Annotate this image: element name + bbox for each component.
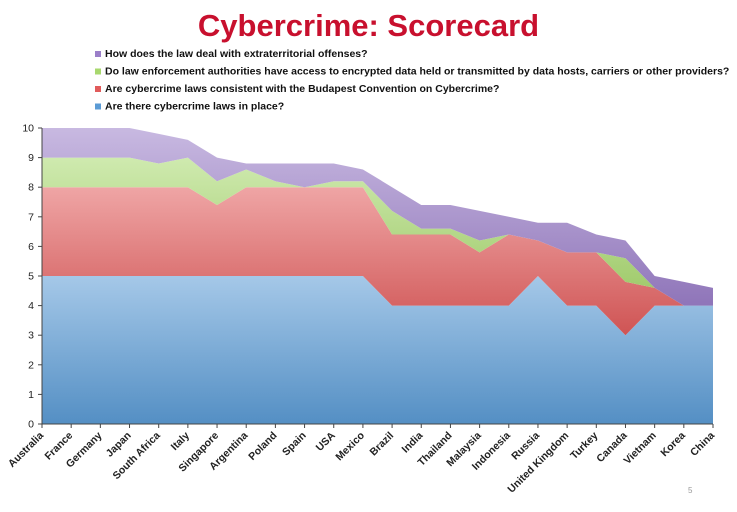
y-tick-label: 5 bbox=[28, 271, 34, 283]
area-series-3 bbox=[42, 157, 713, 306]
legend-swatch-2 bbox=[95, 86, 101, 92]
x-tick-label: Poland bbox=[246, 430, 279, 463]
x-tick-label: China bbox=[688, 430, 717, 459]
x-tick-label: Australia bbox=[6, 430, 46, 470]
page-number: 5 bbox=[688, 486, 693, 495]
area-series bbox=[42, 128, 713, 424]
y-tick-label: 3 bbox=[28, 330, 34, 342]
y-tick-label: 6 bbox=[28, 241, 34, 253]
y-tick-label: 1 bbox=[28, 389, 34, 401]
x-tick-label: Brazil bbox=[368, 430, 397, 459]
y-axis-ticks: 0 1 2 3 4 5 6 7 8 9 10 bbox=[22, 123, 42, 431]
legend-label-2: Are cybercrime laws consistent with the … bbox=[105, 83, 499, 95]
area-series-2 bbox=[42, 187, 713, 336]
legend-swatch-3 bbox=[95, 68, 101, 75]
chart-legend: How does the law deal with extraterritor… bbox=[95, 48, 729, 113]
y-tick-label: 4 bbox=[28, 300, 34, 312]
y-tick-label: 7 bbox=[28, 211, 34, 223]
legend-label-1: Are there cybercrime laws in place? bbox=[105, 101, 284, 113]
x-tick-label: USA bbox=[314, 429, 338, 453]
x-tick-label: India bbox=[400, 430, 426, 456]
x-tick-label: Vietnam bbox=[622, 430, 659, 467]
legend-label-4: How does the law deal with extraterritor… bbox=[105, 48, 368, 60]
y-tick-label: 2 bbox=[28, 359, 34, 371]
area-series-1 bbox=[42, 276, 713, 424]
chart-title: Cybercrime: Scorecard bbox=[197, 8, 540, 43]
y-tick-label: 10 bbox=[22, 123, 34, 135]
legend-swatch-4 bbox=[95, 51, 101, 57]
legend-swatch-1 bbox=[95, 103, 101, 110]
y-tick-label: 8 bbox=[28, 182, 34, 194]
x-tick-label: Spain bbox=[280, 430, 309, 459]
y-tick-label: 9 bbox=[28, 152, 34, 164]
legend-label-3: Do law enforcement authorities have acce… bbox=[105, 66, 729, 78]
y-tick-label: 0 bbox=[28, 419, 34, 431]
x-tick-label: Korea bbox=[658, 430, 688, 460]
x-tick-label: Italy bbox=[169, 430, 192, 453]
area-series-4 bbox=[42, 128, 713, 306]
x-tick-label: Mexico bbox=[333, 430, 367, 464]
